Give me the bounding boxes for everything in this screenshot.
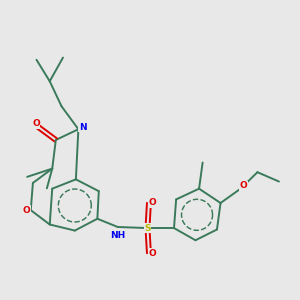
Text: O: O (32, 119, 40, 128)
Text: O: O (148, 249, 156, 258)
Text: O: O (148, 199, 156, 208)
Text: S: S (144, 224, 151, 232)
Text: O: O (22, 206, 30, 215)
Text: O: O (240, 181, 247, 190)
Text: N: N (79, 123, 86, 132)
Text: NH: NH (110, 231, 125, 240)
